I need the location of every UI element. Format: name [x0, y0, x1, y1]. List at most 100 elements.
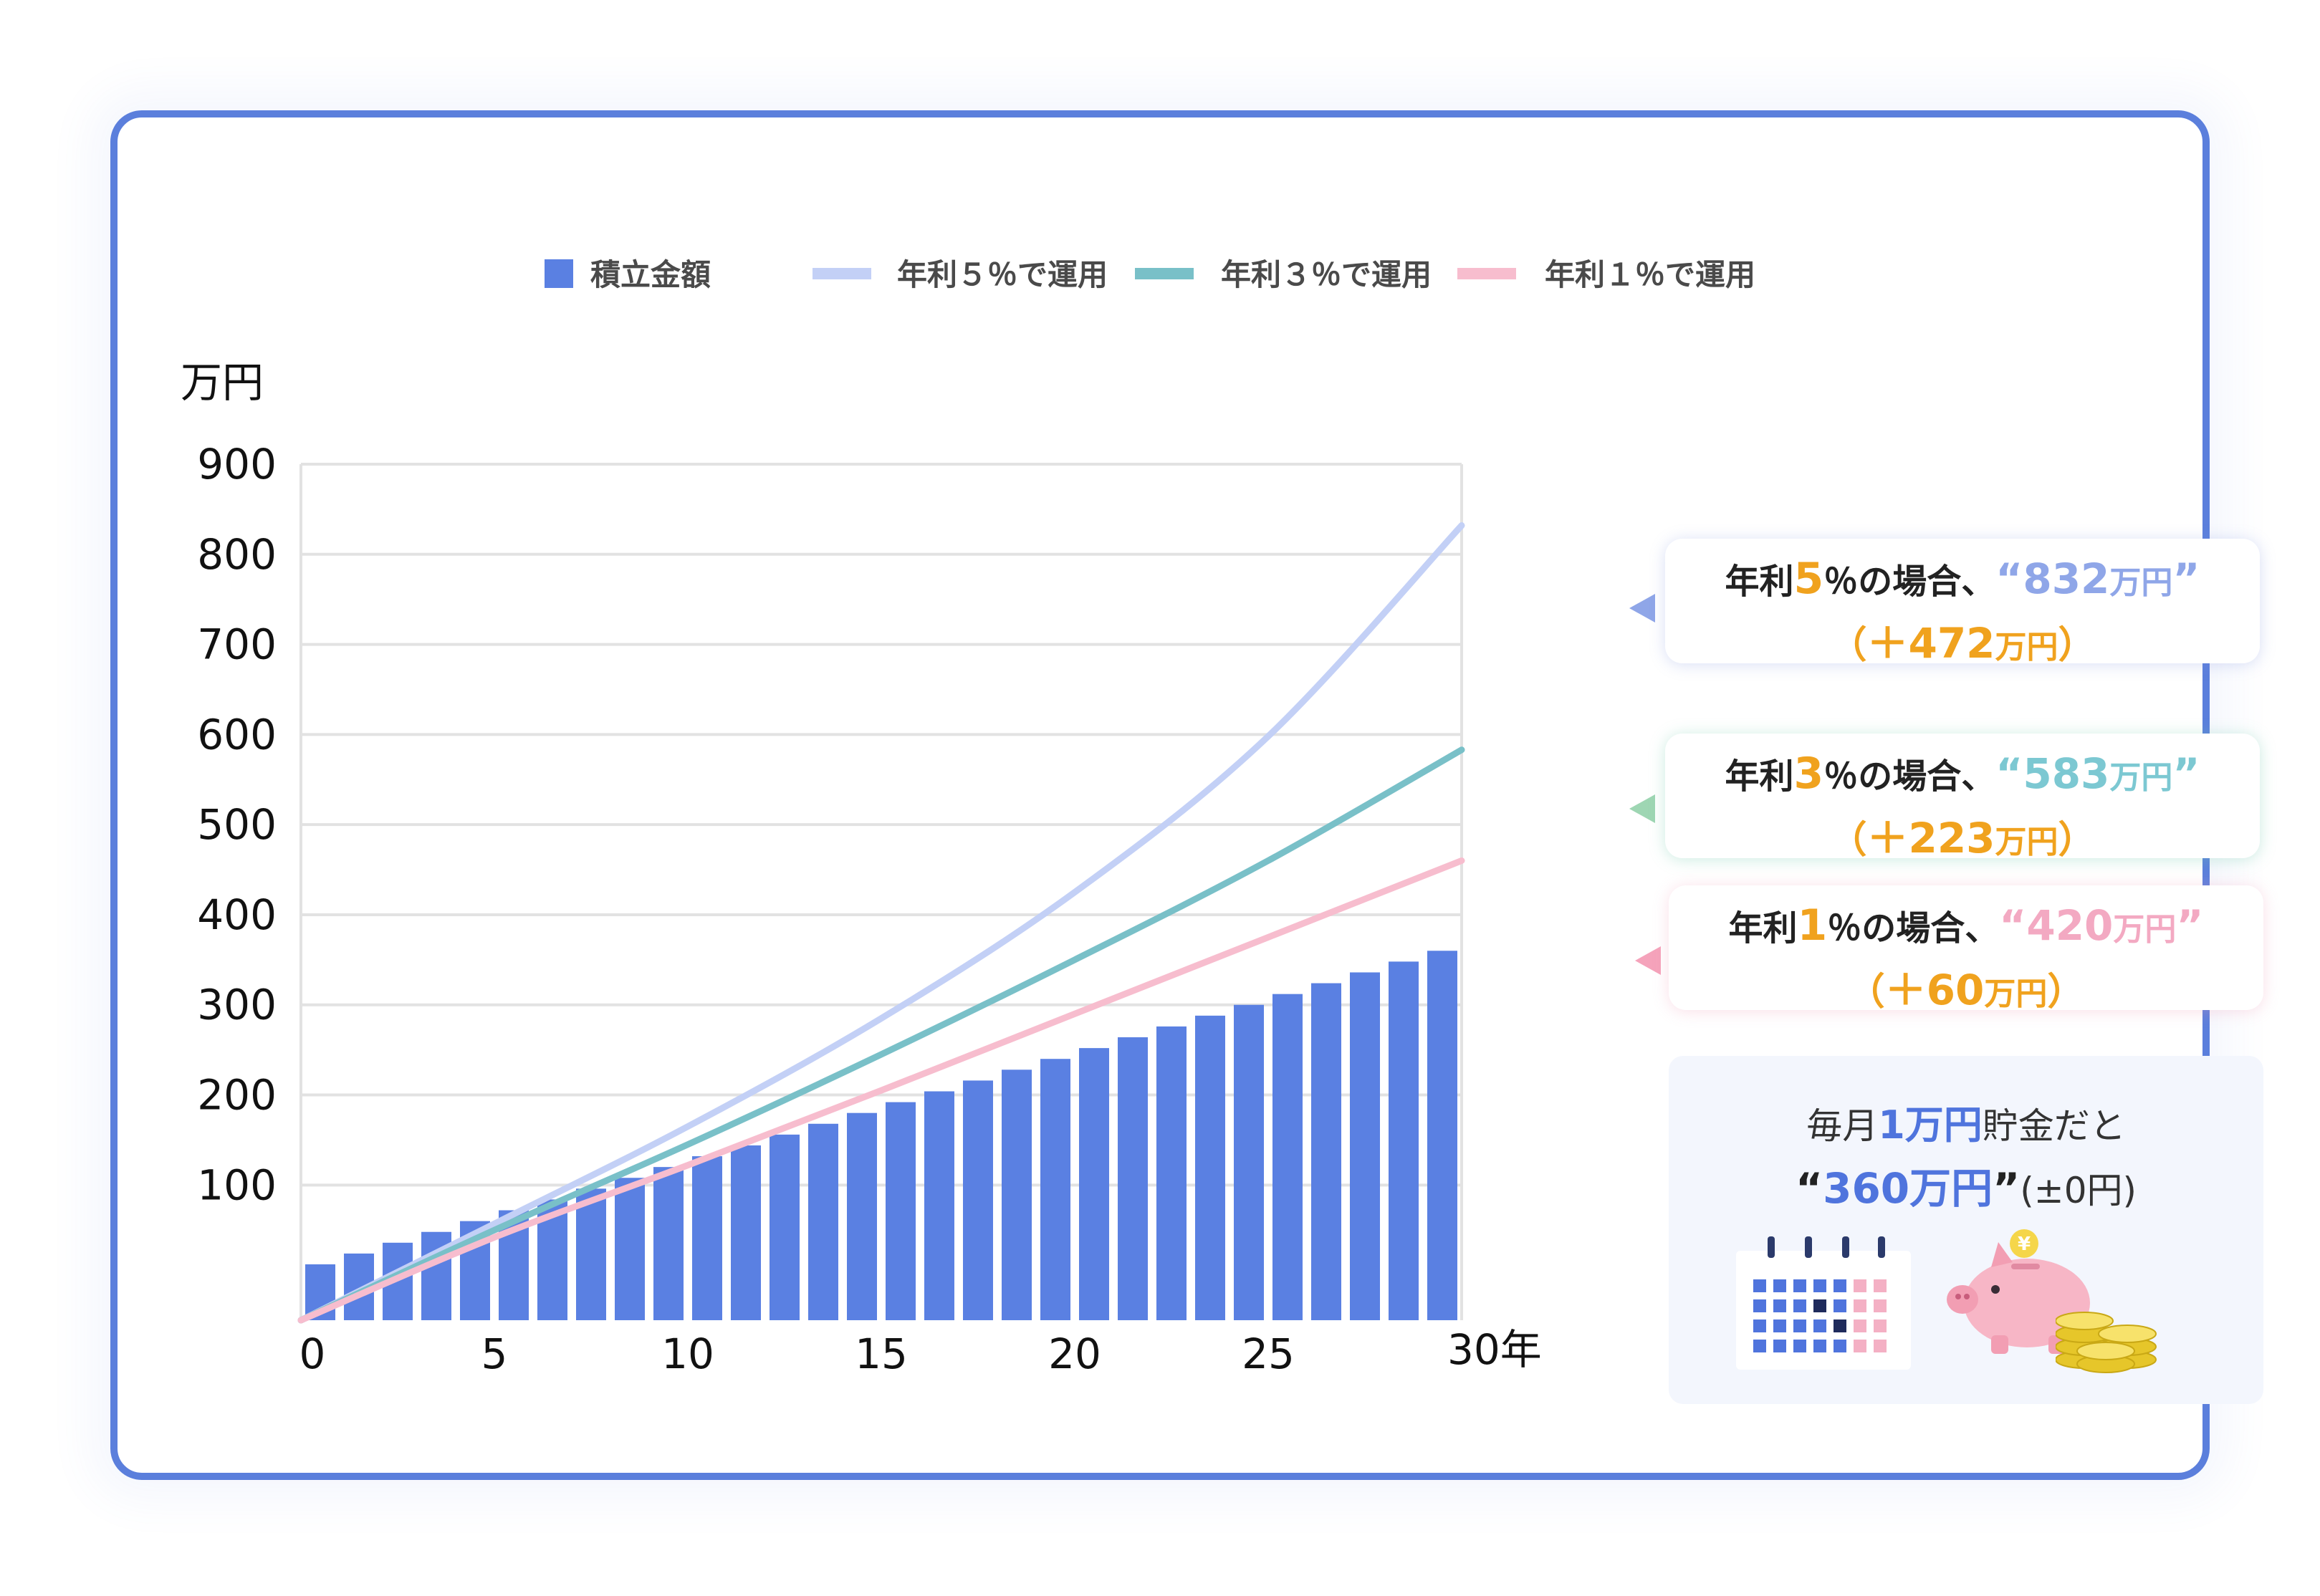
bars — [305, 951, 1457, 1320]
callout-prefix: 年利 — [1728, 908, 1798, 948]
y-tick-label: 800 — [197, 530, 277, 579]
bar — [1195, 1015, 1225, 1320]
bar — [1311, 983, 1341, 1320]
callout-lparen: （ — [1829, 819, 1867, 862]
savings-total: 360万円 — [1823, 1164, 1993, 1213]
x-tick-label: 5 — [481, 1330, 508, 1378]
callout-gain: 60 — [1926, 966, 1985, 1014]
savings-note: (±0円) — [2020, 1170, 2137, 1211]
bar — [1427, 951, 1457, 1320]
callout-amount: 583 — [2023, 749, 2110, 798]
bar — [847, 1112, 877, 1320]
callout-rate: 3 — [1793, 749, 1824, 799]
bar — [1156, 1026, 1187, 1320]
bar — [692, 1156, 722, 1320]
callout-3pct: 年利3％の場合、“583万円” （＋223万円） — [1665, 734, 2260, 862]
calendar-day — [1834, 1299, 1846, 1312]
savings-prefix: 毎月 — [1806, 1105, 1879, 1147]
calendar-day — [1874, 1279, 1887, 1292]
bar — [1350, 972, 1380, 1320]
y-axis-ticks: 100 200 300 400 500 600 700 800 900 — [197, 440, 277, 1209]
calendar-day — [1813, 1279, 1826, 1292]
callout-suffix: ％の場合、 — [1823, 756, 1996, 797]
callout-3-pointer — [1629, 794, 1655, 823]
bar — [615, 1178, 645, 1320]
chart-card: 積立金額 年利５％で運用 年利３％で運用 年利１％で運用 万円 100 200 30… — [110, 110, 2263, 1480]
legend-line5-label: 年利５％で運用 — [897, 257, 1108, 292]
calendar-day — [1874, 1299, 1887, 1312]
calendar-day — [1834, 1340, 1846, 1352]
callout-open-quote: “ — [1999, 901, 2027, 950]
savings-summary: 毎月1万円貯金だと “360万円”(±0円) ¥ — [1669, 1056, 2263, 1404]
calendar-day — [1793, 1340, 1806, 1352]
callout-5pct: 年利5％の場合、“832万円” （＋472万円） — [1665, 539, 2260, 668]
x-tick-label: 25 — [1242, 1330, 1295, 1378]
lines — [297, 522, 1465, 1324]
callout-rate: 5 — [1793, 554, 1824, 604]
calendar-icon — [1736, 1236, 1911, 1370]
bar — [1272, 994, 1303, 1320]
y-tick-label: 600 — [197, 710, 277, 759]
calendar-day — [1874, 1340, 1887, 1352]
y-tick-label: 100 — [197, 1160, 277, 1209]
calendar-day — [1813, 1299, 1826, 1312]
bar — [924, 1091, 954, 1320]
series-line-5pct — [297, 522, 1465, 1324]
callout-rparen: ） — [2047, 971, 2085, 1014]
x-tick-label: 20 — [1048, 1330, 1101, 1378]
bar — [1040, 1059, 1070, 1320]
callout-gain-unit: 万円 — [1995, 629, 2058, 665]
callout-plus: ＋ — [1884, 966, 1927, 1014]
calendar-day — [1793, 1319, 1806, 1332]
calendar-day — [1773, 1299, 1786, 1312]
yen-coin-icon — [2010, 1229, 2038, 1258]
savings-line2: “360万円”(±0円) — [1669, 1155, 2263, 1215]
callout-prefix: 年利 — [1725, 756, 1794, 797]
callout-plus: ＋ — [1866, 619, 1909, 668]
y-tick-label: 400 — [197, 890, 277, 939]
x-axis-ticks: 0 5 10 15 20 25 30年 — [299, 1325, 1542, 1378]
legend-line1-swatch — [1457, 268, 1516, 279]
legend-line5-swatch — [813, 268, 871, 279]
y-axis-unit: 万円 — [181, 358, 264, 407]
bar — [1234, 1004, 1264, 1320]
callout-gain-unit: 万円 — [1984, 976, 2048, 1012]
callout-unit: 万円 — [2113, 911, 2177, 948]
coin — [2056, 1312, 2114, 1330]
savings-open-quote: “ — [1795, 1164, 1823, 1213]
callout-rate: 1 — [1797, 900, 1828, 951]
callout-rparen: ） — [2058, 819, 2096, 862]
x-tick-label: 30年 — [1447, 1325, 1542, 1374]
callout-unit: 万円 — [2109, 759, 2173, 796]
savings-suffix: 貯金だと — [1982, 1105, 2126, 1147]
calendar-day — [1854, 1279, 1866, 1292]
callout-gain-unit: 万円 — [1995, 824, 2058, 860]
savings-monthly-amount: 1万円 — [1878, 1102, 1983, 1148]
legend: 積立金額 年利５％で運用 年利３％で運用 年利１％で運用 — [545, 257, 1755, 292]
calendar-day — [1753, 1299, 1766, 1312]
legend-line3-swatch — [1135, 268, 1194, 279]
callout-unit: 万円 — [2109, 564, 2173, 601]
bar — [963, 1080, 993, 1320]
y-tick-label: 200 — [197, 1071, 277, 1120]
calendar-day — [1773, 1279, 1786, 1292]
calendar-day — [1753, 1279, 1766, 1292]
bar — [1118, 1037, 1148, 1320]
chart: 積立金額 年利５％で運用 年利３％で運用 年利１％で運用 万円 10020030… — [181, 257, 1755, 1378]
calendar-day — [1813, 1319, 1826, 1332]
coin — [2076, 1342, 2135, 1360]
y-tick-label: 300 — [197, 981, 277, 1029]
bar — [770, 1134, 800, 1320]
legend-bar-label: 積立金額 — [590, 257, 711, 292]
y-tick-label: 900 — [197, 440, 277, 489]
bar — [1079, 1048, 1109, 1320]
calendar-day — [1793, 1279, 1806, 1292]
bar — [1002, 1069, 1032, 1320]
bar — [576, 1188, 606, 1320]
series-line-3pct — [297, 746, 1465, 1324]
calendar-day — [1753, 1340, 1766, 1352]
bar — [1389, 961, 1419, 1320]
x-tick-label: 0 — [299, 1330, 326, 1378]
callout-gain: 472 — [1908, 619, 1995, 668]
callout-lparen: （ — [1847, 971, 1885, 1014]
